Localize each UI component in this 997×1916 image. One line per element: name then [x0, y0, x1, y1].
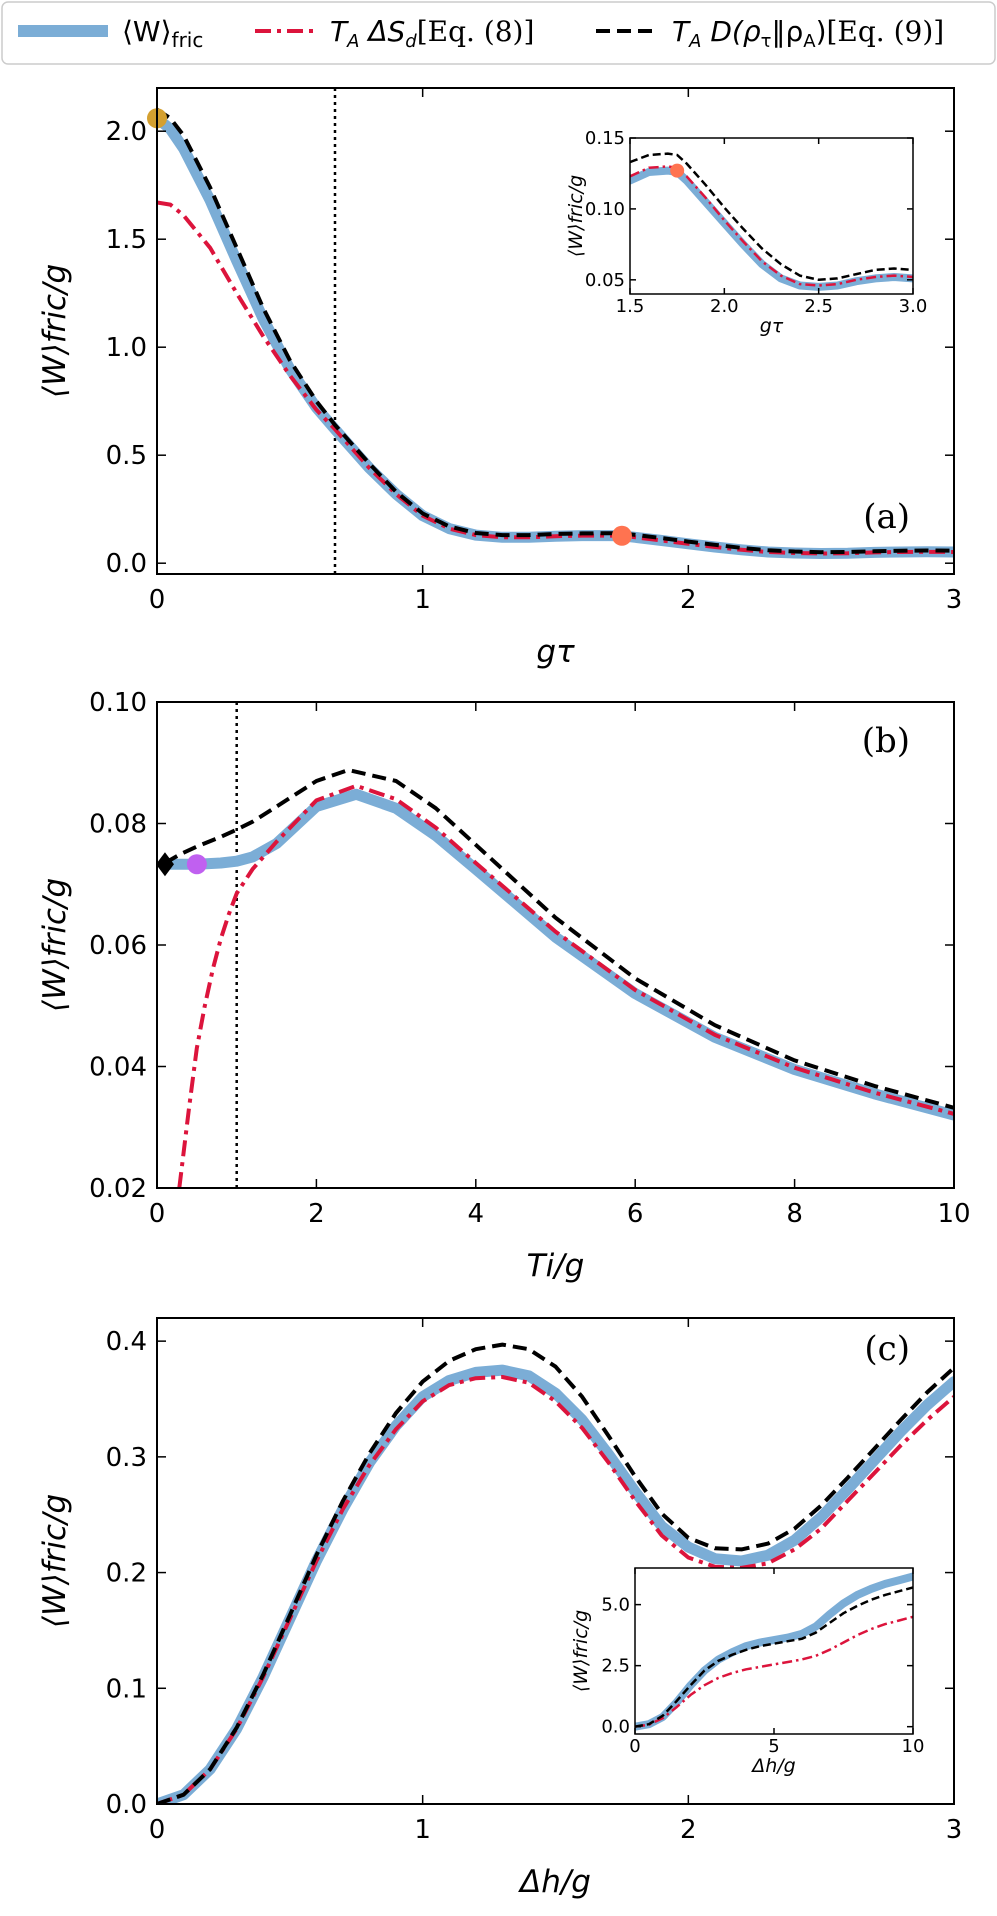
legend-frame	[1, 1, 996, 65]
y-tick-label: 0.3	[106, 1443, 147, 1473]
x-tick-label: 5	[768, 1736, 779, 1757]
series-group	[635, 1572, 913, 1731]
y-tick-label: 0.05	[585, 270, 625, 291]
legend-label-fric: ⟨W⟩fric	[122, 15, 203, 52]
x-tick-label: 10	[902, 1736, 925, 1757]
x-tick-label: 4	[468, 1199, 485, 1229]
x-tick-label: 0	[629, 1736, 640, 1757]
series-line-black-dashed	[630, 152, 913, 282]
y-axis-label: ⟨W⟩fric/g	[37, 264, 73, 398]
x-tick-label: 1	[414, 1815, 431, 1845]
y-axis-label: ⟨W⟩fric/g	[37, 1494, 73, 1628]
panel-label: (a)	[863, 497, 910, 537]
x-tick-label: 2.5	[804, 296, 833, 317]
x-tick-label: 1	[414, 585, 431, 615]
x-tick-label: 2	[680, 1815, 697, 1845]
y-tick-label: 0.1	[106, 1674, 147, 1704]
marker-circle	[186, 854, 207, 875]
y-tick-label: 0.0	[106, 1790, 147, 1820]
x-axis-label: Δh/g	[518, 1864, 591, 1900]
x-tick-label: 1.5	[616, 296, 645, 317]
panel-b: 0 2 4 6 8 10 0.02 0.04 0.06 0.08 0.10 Ti/g ⟨W⟩fric/g…	[37, 688, 971, 1284]
y-tick-label: 0.10	[89, 688, 147, 718]
y-tick-label: 5.0	[601, 1595, 630, 1616]
panel-label: (b)	[862, 721, 910, 761]
series-group	[157, 107, 954, 559]
y-tick-label: 1.5	[106, 225, 147, 255]
y-tick-label: 2.5	[601, 1656, 630, 1677]
panel-label: (c)	[864, 1329, 910, 1369]
y-tick-label: 0.2	[106, 1559, 147, 1589]
x-tick-label: 0	[149, 585, 166, 615]
series-line-blue-thick	[635, 1572, 913, 1731]
x-axis-label: Δh/g	[750, 1755, 796, 1777]
x-tick-label: 0	[149, 1815, 166, 1845]
x-axis-label: gτ	[536, 634, 575, 670]
inset-background	[635, 1568, 913, 1734]
legend-label-divergence: TA D(ρτ‖ρA)[Eq. (9)]	[672, 15, 944, 52]
marker-circle	[670, 163, 685, 178]
y-tick-label: 0.06	[89, 931, 147, 961]
series-line-black-dashed	[164, 768, 954, 1110]
series-line-black-dashed	[157, 1342, 954, 1804]
y-tick-label: 0.15	[585, 128, 625, 149]
legend: ⟨W⟩fric TA ΔSd[Eq. (8)] TA D(ρτ‖ρA)[Eq. …	[1, 1, 996, 65]
x-tick-label: 8	[786, 1199, 803, 1229]
y-tick-label: 2.0	[106, 117, 147, 147]
x-tick-label: 2	[680, 585, 697, 615]
y-tick-label: 0.04	[89, 1053, 147, 1083]
plot-frame	[156, 87, 955, 575]
marker-diamond	[155, 852, 174, 877]
x-tick-label: 10	[937, 1199, 970, 1229]
y-tick-label: 0.0	[106, 549, 147, 579]
series-line-black-dashed	[635, 1586, 913, 1728]
x-axis-label: Ti/g	[527, 1248, 585, 1284]
plot-frame	[156, 1317, 955, 1805]
x-tick-label: 3	[946, 585, 963, 615]
y-tick-label: 0.08	[89, 810, 147, 840]
x-tick-label: 3	[946, 1815, 963, 1845]
panel-a: 0 1 2 3 0.0 0.5 1.0 1.5 2.0 gτ ⟨W⟩fric/g (a) 1.5 2.0 2…	[37, 87, 963, 670]
legend-label-delta-s: TA ΔSd[Eq. (8)]	[330, 15, 534, 52]
x-tick-label: 0	[149, 1199, 166, 1229]
y-axis-label: ⟨W⟩fric/g	[37, 878, 73, 1012]
series-group	[159, 768, 954, 1188]
y-tick-label: 0.4	[106, 1327, 147, 1357]
x-tick-label: 2	[308, 1199, 325, 1229]
y-tick-label: 0.0	[601, 1717, 630, 1738]
series-line-blue-thick	[159, 788, 954, 1121]
x-tick-label: 6	[627, 1199, 644, 1229]
inset-a: 1.5 2.0 2.5 3.0 0.05 0.10 0.15 gτ ⟨W⟩fric/g	[565, 128, 927, 337]
x-tick-label: 2.0	[710, 296, 739, 317]
inset-c: 0 5 10 0.0 2.5 5.0 Δh/g ⟨W⟩fric/g	[570, 1567, 925, 1777]
y-axis-label: ⟨W⟩fric/g	[565, 175, 587, 257]
marker-circle	[611, 525, 632, 546]
series-line-red-dashdot	[177, 783, 954, 1188]
plot-frame	[156, 701, 955, 1189]
y-axis-label: ⟨W⟩fric/g	[570, 1610, 592, 1692]
x-tick-label: 3.0	[899, 296, 928, 317]
series-line-red-dashdot	[635, 1615, 913, 1728]
x-axis-label: gτ	[760, 315, 784, 337]
panel-c: 0 1 2 30.00.10.20.30.4Δh/g⟨W⟩fric/g(c)0 5 100…	[37, 1317, 963, 1900]
series-group	[157, 1342, 954, 1804]
y-tick-label: 1.0	[106, 333, 147, 363]
y-tick-label: 0.5	[106, 441, 147, 471]
plot-frame	[629, 137, 914, 295]
y-tick-label: 0.02	[89, 1174, 147, 1204]
series-line-black-dashed	[157, 107, 954, 555]
y-tick-label: 0.10	[585, 199, 625, 220]
